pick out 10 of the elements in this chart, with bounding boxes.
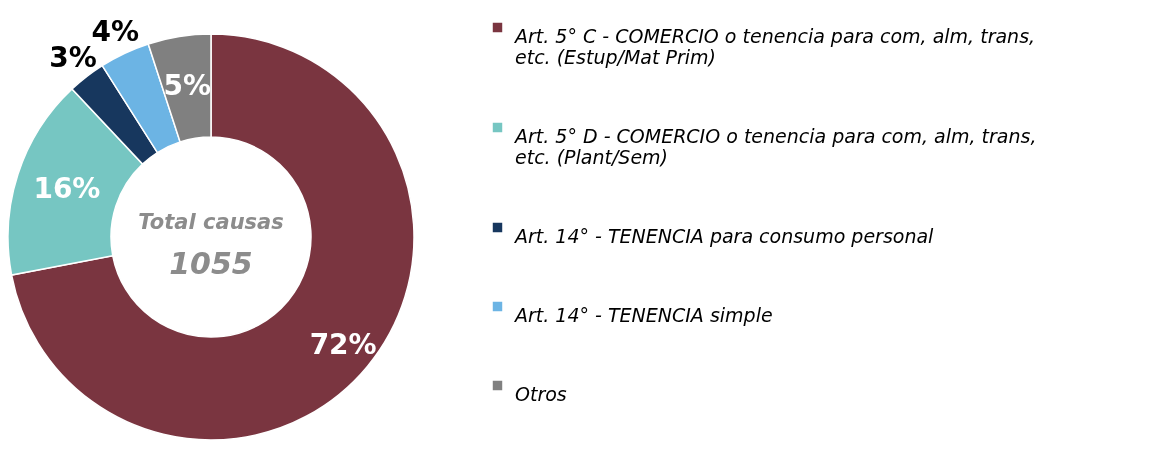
legend-label: Art. 14° - TENENCIA para consumo personal: [513, 224, 935, 247]
legend-label: Art. 5° C - COMERCIO o tenencia para com, alm, trans, etc. (Estup/Mat Prim): [513, 24, 1036, 68]
legend-label: Otros: [515, 382, 567, 405]
data-label: 5%: [163, 69, 212, 103]
text: Total causas: [138, 210, 284, 234]
legend-label: Art. 14° - TENENCIA simple: [513, 303, 773, 326]
data-label: 16%: [33, 172, 101, 206]
text: 1055: [169, 246, 253, 281]
legend-label: Art. 5° D - COMERCIO o tenencia para com, alm, trans, etc. (Plant/Sem): [513, 124, 1037, 168]
data-label: 72%: [309, 328, 377, 362]
